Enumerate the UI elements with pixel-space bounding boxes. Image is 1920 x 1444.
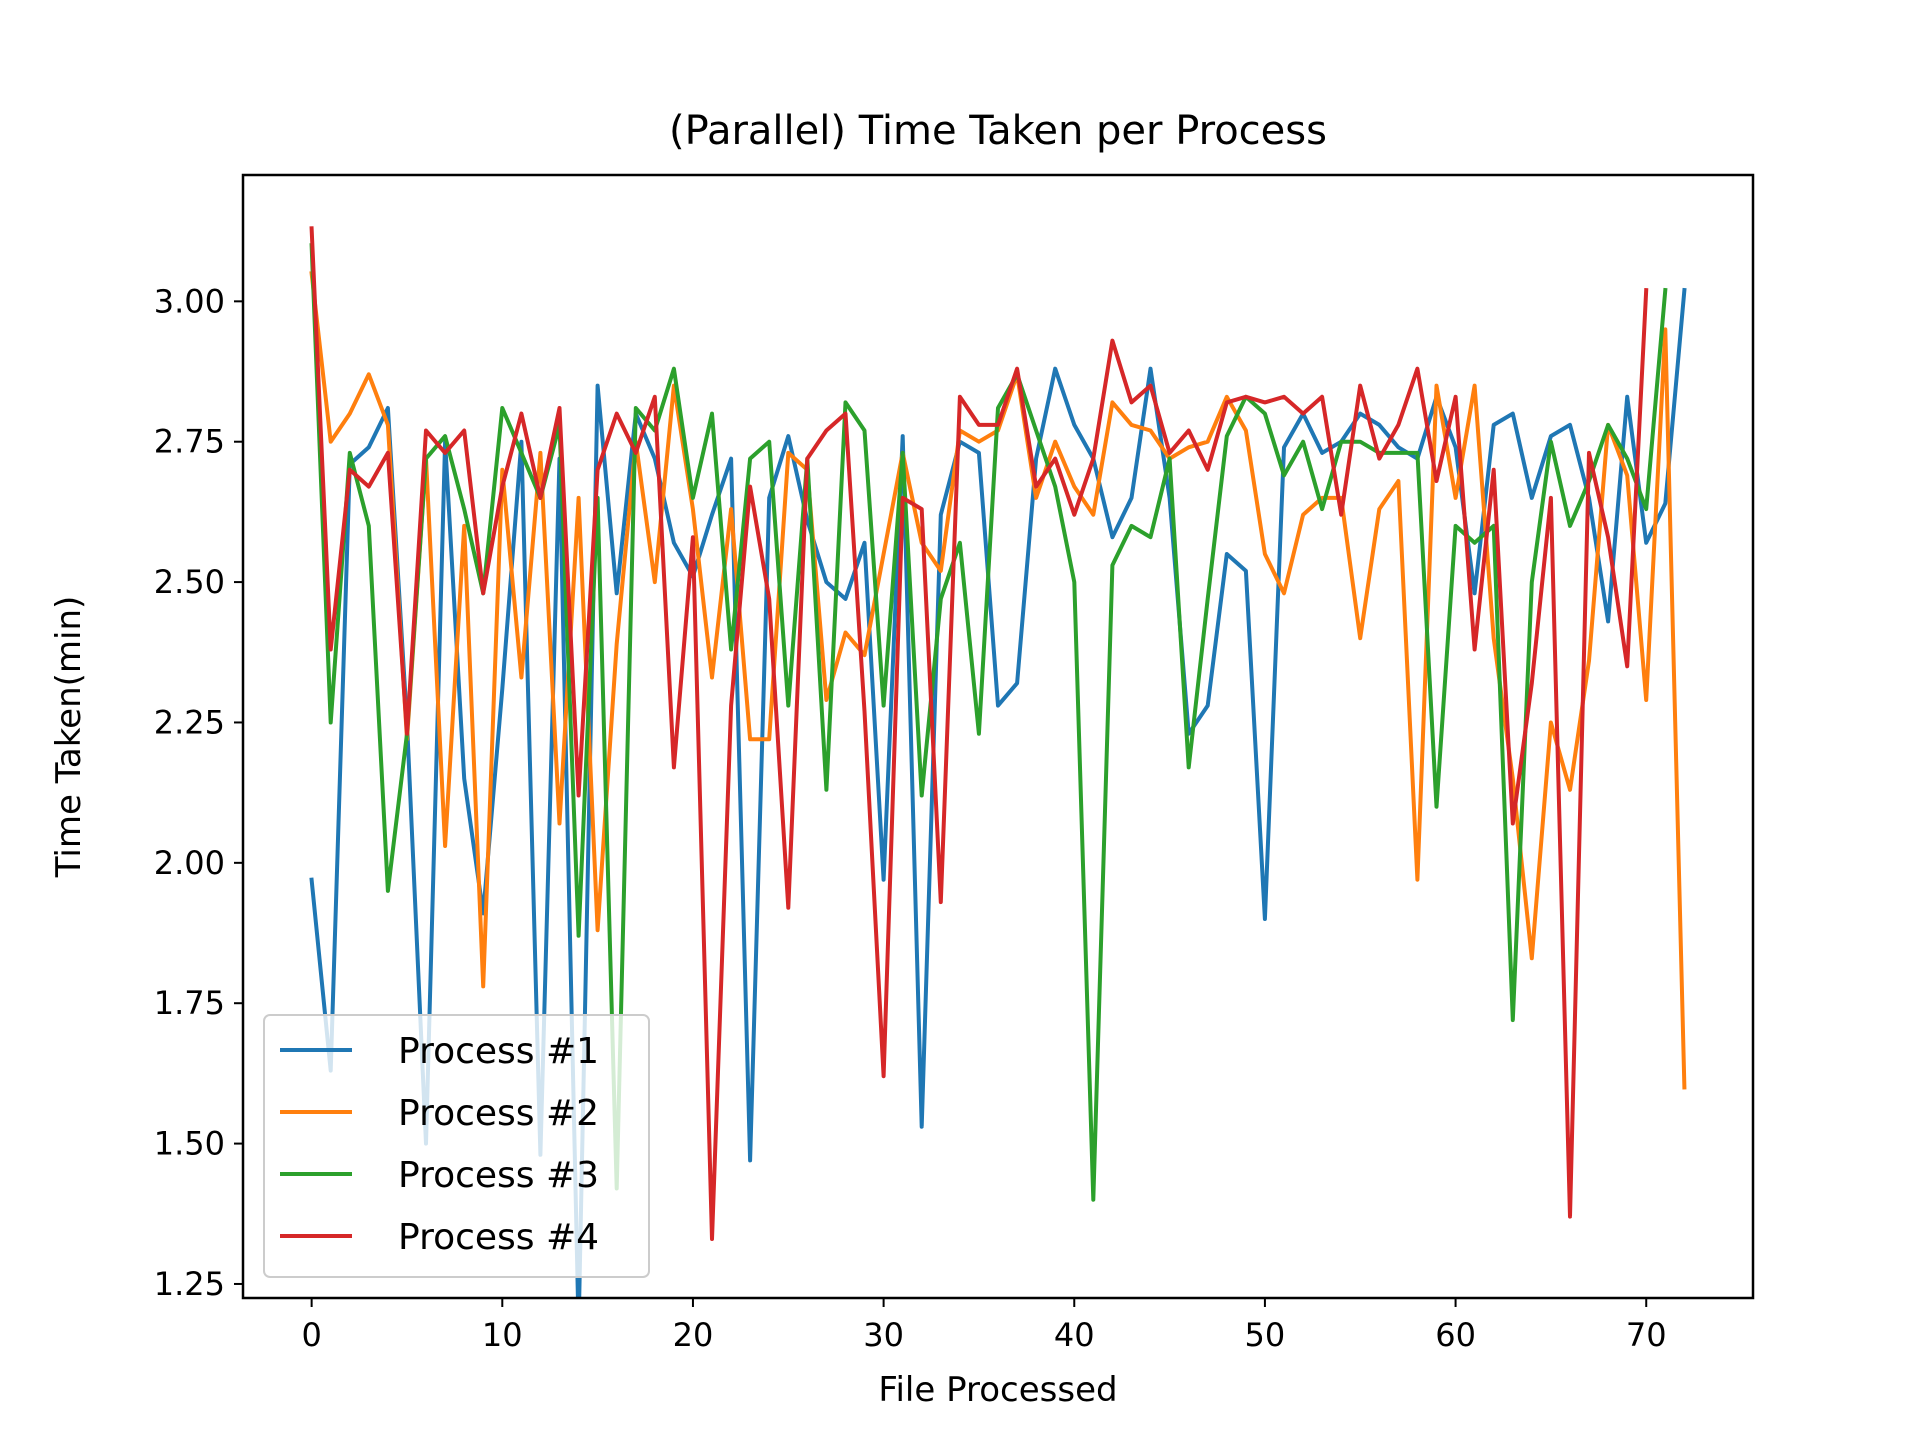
legend-label: Process #1: [398, 1031, 599, 1072]
x-axis-label: File Processed: [878, 1370, 1117, 1410]
legend: Process #1 Process #2 Process #3 Process #4: [263, 1014, 650, 1278]
series-line-4: [309, 226, 1649, 1241]
legend-label: Process #4: [398, 1217, 599, 1258]
x-tick-label: 30: [863, 1316, 904, 1354]
y-tick-label: 2.75: [154, 423, 225, 461]
x-tick-label: 50: [1245, 1316, 1286, 1354]
x-tick-label: 70: [1626, 1316, 1667, 1354]
y-tick-label: 1.75: [154, 984, 225, 1022]
x-tick-label: 0: [301, 1316, 321, 1354]
y-tick-label: 3.00: [154, 282, 225, 320]
y-tick-label: 1.25: [154, 1265, 225, 1303]
y-tick-label: 2.00: [154, 844, 225, 882]
x-tick-label: 20: [673, 1316, 714, 1354]
x-tick-label: 10: [482, 1316, 523, 1354]
x-tick-label: 40: [1054, 1316, 1095, 1354]
chart-title: (Parallel) Time Taken per Process: [669, 108, 1327, 154]
legend-box: [263, 1014, 650, 1278]
legend-label: Process #3: [398, 1155, 599, 1196]
legend-label: Process #2: [398, 1093, 599, 1134]
y-axis-label: Time Taken(min): [49, 596, 89, 879]
plot-frame: [241, 173, 1755, 1300]
x-tick-label: 60: [1435, 1316, 1476, 1354]
y-tick-label: 2.50: [154, 563, 225, 601]
y-tick-label: 2.25: [154, 703, 225, 741]
y-tick-label: 1.50: [154, 1125, 225, 1163]
axis-ticks: 0 10 20 30 40 50 60 70 1.25 1.50 1.75 2.00 2.25 2.50 2…: [154, 282, 1667, 1354]
